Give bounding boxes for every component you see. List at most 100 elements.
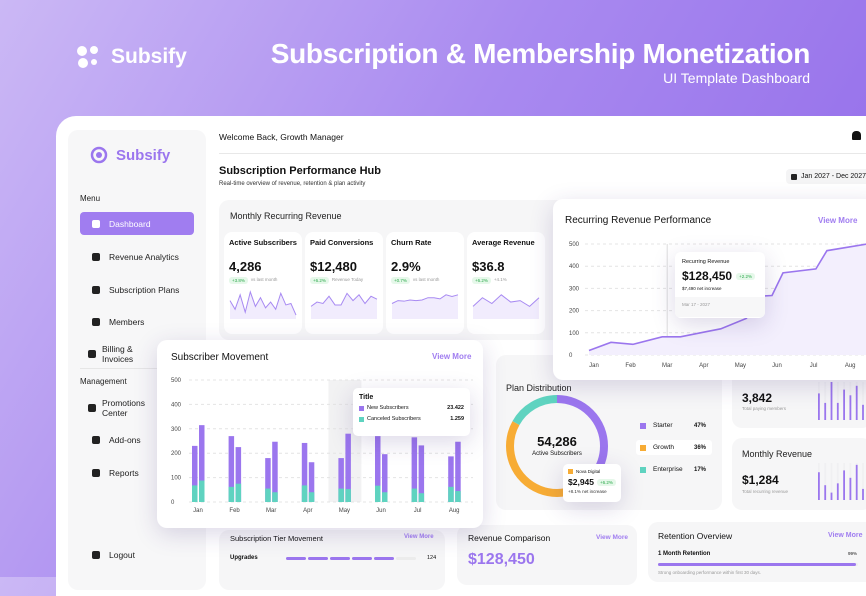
stat-note: +4.1% [493,277,507,282]
stat-card: Churn Rate 2.9% +0.7% vs last month [386,232,464,334]
tooltip-label: Nova Digital [576,469,601,474]
revenue-performance-view-more[interactable]: View More [818,216,858,225]
revenue-line [588,243,866,352]
legend-label: Enterprise [653,466,683,473]
y-tick-label: 300 [171,427,182,433]
bar-canceled-subscribers [455,491,461,502]
stat-value: 2.9% [391,259,421,274]
bar [855,385,858,420]
sidebar-item-billing-invoices[interactable]: Billing & Invoices [80,342,155,366]
tooltip-badge: +2.2% [736,272,755,280]
bar-new-subscribers [272,441,278,502]
retention-row-pct: 99% [848,551,858,556]
date-range-text: Jan 2027 - Dec 2027 [801,173,866,180]
bar [843,389,845,420]
x-tick-label: Feb [625,363,636,369]
legend-swatch [359,405,364,411]
donut-center-label: Active Subscribers [532,451,582,457]
revenue-comparison-view-more[interactable]: View More [596,534,629,541]
x-tick-label: Jul [414,508,422,514]
bar-canceled-subscribers [375,485,381,502]
stat-card: Average Revenue $36.8 +6.2% +4.1% [467,232,545,334]
divider [219,153,866,154]
retention-view-more[interactable]: View More [828,532,863,539]
legend-item[interactable]: Starter 47% [636,418,712,433]
sidebar-item-label: Members [109,316,145,327]
bar [830,382,833,420]
sidebar-item-reports[interactable]: Reports [80,461,194,484]
x-tick-label: May [339,508,350,514]
sparkline-area [473,294,539,319]
progress-segment [374,557,394,560]
sparkline [229,290,297,319]
sidebar-item-label: Dashboard [109,218,151,229]
hero-subtitle: UI Template Dashboard [663,70,810,86]
tooltip-value: $2,945 [568,477,594,487]
y-tick-label: 400 [569,264,580,270]
bar [824,485,827,500]
promo-icon [88,404,96,412]
divider [80,368,206,369]
sidebar-item-dashboard[interactable]: Dashboard [80,212,194,235]
date-range-picker[interactable]: Jan 2027 - Dec 2027 [786,169,866,184]
x-tick-label: Mar [266,508,276,514]
box-icon [92,435,100,444]
bar-new-subscribers [192,445,198,502]
revenue-comparison-value: $128,450 [468,551,535,568]
bar [862,404,864,420]
bar [836,483,839,500]
bar [855,464,858,500]
tooltip-note: $7,490 net increase [682,286,722,291]
sparkline-line [229,290,297,316]
tooltip-row-label: Canceled Subscribers [367,416,421,422]
x-tick-label: Jan [193,508,203,514]
home-icon [92,219,100,228]
bar-canceled-subscribers [308,492,315,502]
donut-slice-enterprise [506,395,608,497]
document-icon [92,285,100,294]
page-title: Subscription Performance Hub [219,165,381,177]
bar-canceled-subscribers [448,486,454,502]
bar-canceled-subscribers [272,492,278,502]
tooltip-value: $128,450 [682,269,733,283]
sidebar-item-promotions-center[interactable]: Promotions Center [80,396,155,420]
y-tick-label: 500 [569,242,580,248]
sidebar-item-label: Subscription Plans [109,284,180,295]
sparkline-area [392,294,458,319]
tier-view-more[interactable]: View More [404,534,434,540]
legend-item[interactable]: Enterprise 17% [636,462,712,477]
stat-card: Paid Conversions $12,480 +6.2% Revenue To… [305,232,383,334]
progress-segment [330,557,350,560]
sidebar-item-revenue-analytics[interactable]: Revenue Analytics [80,245,194,268]
y-tick-label: 100 [171,476,182,482]
sidebar-item-subscription-plans[interactable]: Subscription Plans [80,278,194,301]
tooltip-label: Recurring Revenue [682,259,730,265]
bell-icon[interactable] [852,131,861,140]
tooltip-title: Title [359,394,374,401]
sidebar-logo[interactable]: Subsify [90,146,170,164]
bar-canceled-subscribers [235,483,242,502]
stat-card: Active Subscribers 4,286 +3.8% vs last mo… [224,232,302,334]
legend-pct: 36% [693,444,706,451]
sparkline [310,292,378,319]
sparkline-line [391,294,459,304]
sidebar-item-add-ons[interactable]: Add-ons [80,428,194,451]
sparkline-line [472,294,540,308]
legend-item[interactable]: Growth 36% [636,440,712,455]
bar [818,472,820,500]
monthly-revenue-label: Total recurring revenue [742,489,789,494]
sidebar-item-members[interactable]: Members [80,310,194,333]
stat-value: $12,480 [310,259,357,274]
bar-canceled-subscribers [199,480,205,502]
tier-progress [286,557,416,560]
logout-button[interactable]: Logout [80,543,194,566]
revenue-comparison-card [457,525,637,585]
tier-row-label: Upgrades [230,555,258,561]
stat-badge: +0.7% [391,277,410,284]
bar-new-subscribers [455,441,461,502]
x-tick-label: Jul [810,363,818,369]
legend-swatch [359,416,364,422]
donut-center-value: 54,286 [537,434,577,449]
subscriber-movement-view-more[interactable]: View More [432,352,472,361]
tooltip-badge: +6.2% [597,478,616,486]
